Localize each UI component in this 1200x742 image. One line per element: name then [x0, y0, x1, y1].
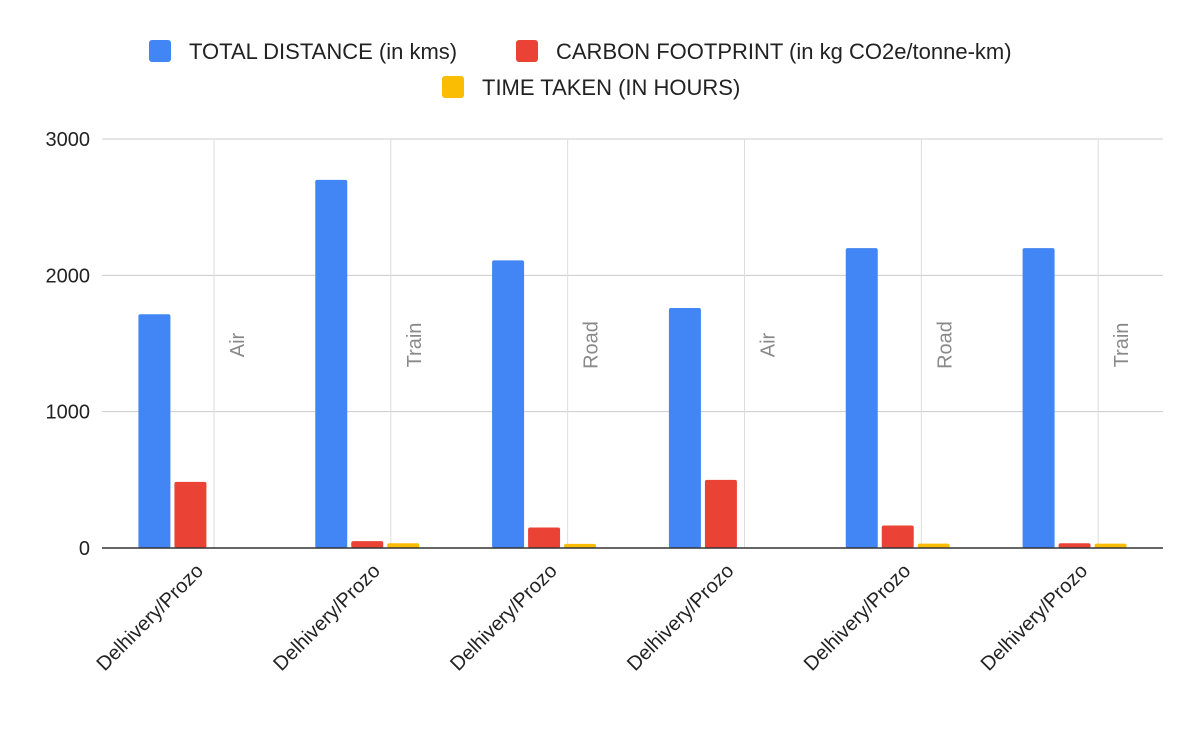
bar: [564, 543, 597, 548]
legend-label: TIME TAKEN (IN HOURS): [482, 75, 740, 100]
legend-label: TOTAL DISTANCE (in kms): [189, 39, 457, 64]
bar: [917, 543, 950, 548]
annotation-label: Air: [227, 332, 249, 357]
x-tick-label: Delhivery/Prozo: [269, 560, 384, 675]
annotation-label: Road: [934, 321, 956, 369]
bar: [704, 479, 737, 548]
annotation-label: Air: [758, 332, 780, 357]
bar: [174, 481, 207, 548]
bar: [351, 541, 384, 548]
x-tick-label: Delhivery/Prozo: [93, 560, 208, 675]
x-tick-label: Delhivery/Prozo: [623, 560, 738, 675]
y-tick-label: 1000: [46, 402, 91, 424]
x-tick-label: Delhivery/Prozo: [446, 560, 561, 675]
bar: [387, 543, 420, 548]
legend-label: CARBON FOOTPRINT (in kg CO2e/tonne-km): [556, 39, 1012, 64]
bar: [315, 179, 348, 548]
x-tick-label: Delhivery/Prozo: [977, 560, 1092, 675]
bar: [845, 248, 878, 549]
bar: [492, 260, 525, 548]
bar: [1058, 543, 1091, 548]
bar: [1094, 543, 1127, 548]
bar: [881, 525, 914, 548]
annotation-label: Train: [404, 323, 426, 368]
bar: [138, 314, 171, 548]
bar: [1022, 248, 1055, 549]
y-tick-label: 0: [79, 538, 90, 560]
y-tick-label: 2000: [46, 265, 91, 287]
legend-swatch: [516, 40, 538, 62]
y-tick-label: 3000: [46, 129, 91, 151]
x-tick-label: Delhivery/Prozo: [800, 560, 915, 675]
legend-swatch: [442, 76, 464, 98]
annotation-label: Train: [1111, 323, 1133, 368]
bar: [668, 308, 701, 548]
bar: [528, 527, 561, 548]
legend-swatch: [149, 40, 171, 62]
annotation-label: Road: [581, 321, 603, 369]
